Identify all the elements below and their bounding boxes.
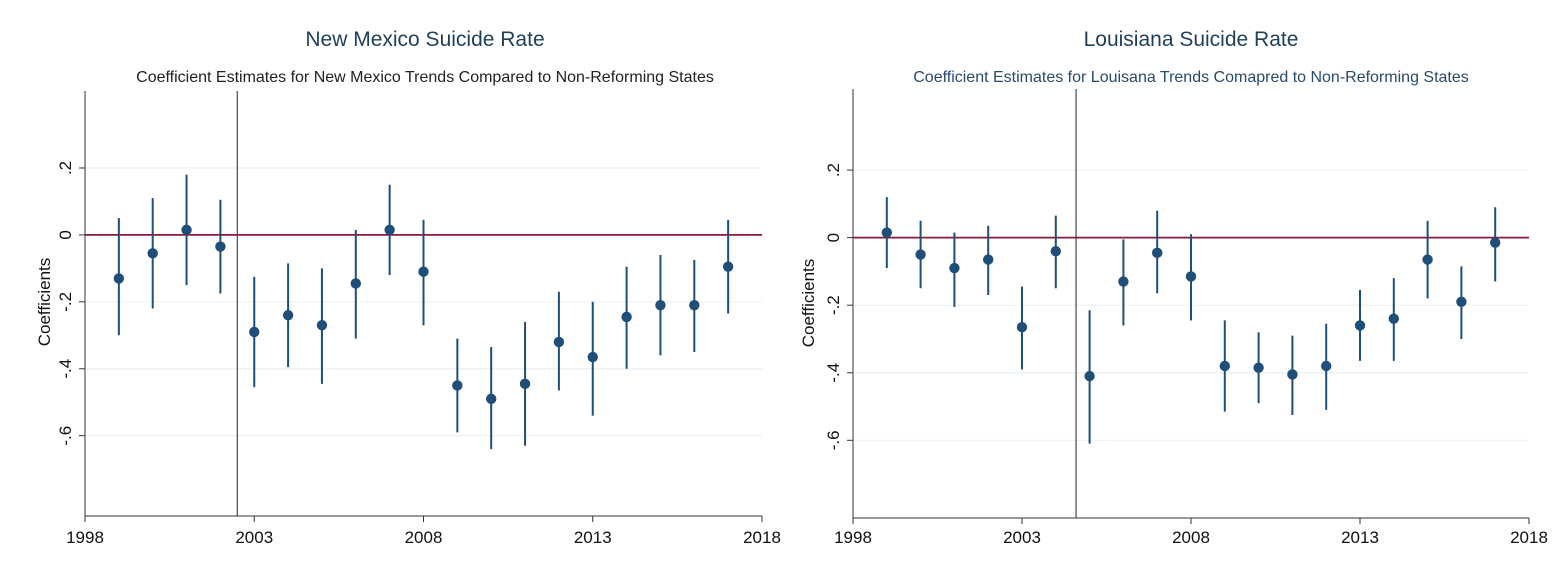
y-tick-label: -.6 <box>824 430 843 450</box>
data-point <box>350 278 361 289</box>
data-point <box>486 393 497 405</box>
data-point <box>113 273 125 284</box>
y-tick-label: -.2 <box>56 292 75 312</box>
data-point <box>1050 245 1062 257</box>
x-tick-label: 2003 <box>1003 528 1041 547</box>
data-point <box>1354 320 1366 331</box>
data-point <box>1219 360 1231 372</box>
y-tick-label: 0 <box>56 230 75 239</box>
data-point <box>655 299 666 311</box>
data-point <box>983 254 994 265</box>
data-point <box>1084 370 1095 382</box>
data-point <box>915 249 926 260</box>
plot-area: .2 0 -.2 -.4 -.6 1998 2003 2008 2013 2018 <box>824 89 1548 547</box>
data-point <box>147 248 158 259</box>
x-tick-label: 2013 <box>1341 528 1379 547</box>
x-tick-label: 1998 <box>834 528 872 547</box>
data-point <box>418 266 429 277</box>
y-tick-label: 0 <box>824 233 843 242</box>
y-tick-label: -.4 <box>56 359 75 379</box>
data-point <box>1456 296 1467 308</box>
plot-area: .2 0 -.2 -.4 -.6 1998 2003 2008 2013 2018 <box>56 91 781 547</box>
y-tick-label: -.6 <box>56 426 75 446</box>
y-tick-label: .2 <box>56 161 75 175</box>
chart-subtitle: Coefficient Estimates for New Mexico Tre… <box>136 69 714 86</box>
data-point <box>249 326 260 338</box>
y-tick-label: -.2 <box>824 295 843 315</box>
data-point <box>1287 369 1298 380</box>
data-point <box>1185 271 1197 282</box>
y-tick-label: .2 <box>824 163 843 177</box>
data-point <box>1016 321 1028 333</box>
data-point <box>1118 276 1129 287</box>
chart-title: New Mexico Suicide Rate <box>305 28 544 51</box>
chart-subtitle: Coefficient Estimates for Louisana Trend… <box>913 69 1469 86</box>
x-tick-label: 2018 <box>743 528 781 547</box>
data-point <box>1388 313 1400 324</box>
data-point <box>519 378 531 390</box>
data-point <box>384 224 395 236</box>
y-tick-label: -.4 <box>824 363 843 383</box>
chart-title: Louisiana Suicide Rate <box>1084 28 1299 51</box>
data-point <box>1152 247 1163 259</box>
x-tick-label: 2018 <box>1510 528 1548 547</box>
data-point <box>1253 362 1264 373</box>
x-tick-label: 1998 <box>66 528 104 547</box>
data-point <box>1321 360 1332 372</box>
data-point <box>316 320 328 331</box>
y-axis-label: Coefficients <box>35 258 54 347</box>
data-point <box>587 351 598 363</box>
x-tick-label: 2003 <box>235 528 273 547</box>
data-point <box>689 299 700 311</box>
x-tick-label: 2013 <box>574 528 612 547</box>
chart-panel-louisiana: Louisiana Suicide Rate Coefficient Estim… <box>799 28 1548 547</box>
data-point <box>621 311 632 323</box>
data-point <box>553 336 565 348</box>
y-axis-label: Coefficients <box>799 259 818 348</box>
x-tick-label: 2008 <box>405 528 443 547</box>
data-point <box>452 380 463 391</box>
data-point <box>722 261 734 272</box>
data-point <box>1422 254 1433 265</box>
data-point <box>949 262 960 274</box>
data-point <box>282 310 294 321</box>
chart-panel-new-mexico: New Mexico Suicide Rate Coefficient Esti… <box>35 28 781 547</box>
data-point <box>215 241 226 252</box>
x-tick-label: 2008 <box>1172 528 1210 547</box>
data-point <box>881 227 892 238</box>
data-point <box>181 224 192 236</box>
data-point <box>1490 237 1501 248</box>
